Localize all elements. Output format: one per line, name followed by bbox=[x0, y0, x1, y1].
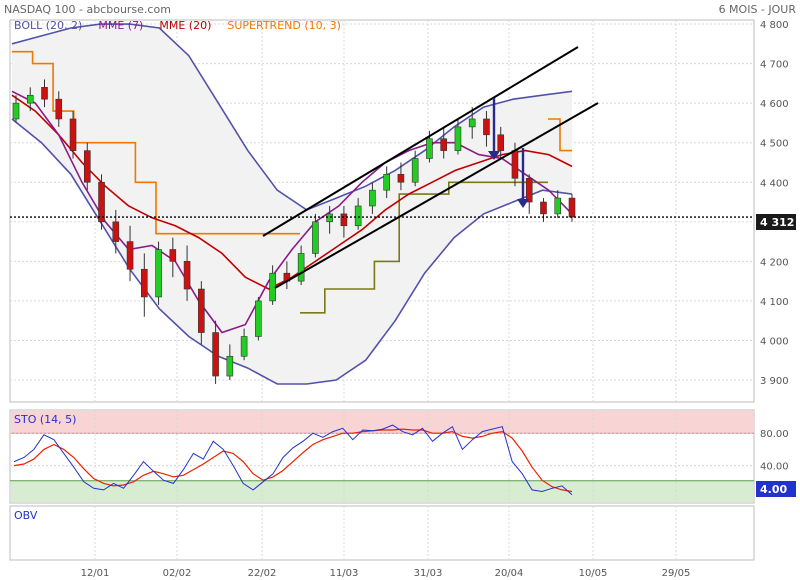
sto-label: STO (14, 5) bbox=[14, 413, 76, 426]
candle-body bbox=[340, 213, 348, 227]
stochastic-panel bbox=[13, 424, 573, 496]
candle-body bbox=[440, 138, 447, 151]
arrow-down-2-head bbox=[517, 199, 529, 208]
candle-body bbox=[83, 150, 91, 183]
candle-body bbox=[326, 213, 333, 223]
y-tick-label: 4 000 bbox=[760, 336, 789, 347]
channel-upper bbox=[262, 46, 579, 237]
candle-body bbox=[525, 177, 533, 203]
x-tick-label: 31/03 bbox=[414, 568, 443, 579]
sto-tick-label: 80.00 bbox=[760, 429, 789, 440]
candlesticks bbox=[12, 79, 576, 384]
channel-annotations bbox=[10, 46, 754, 289]
candle-body bbox=[41, 87, 48, 100]
candle-body bbox=[212, 332, 219, 377]
supertrend bbox=[12, 50, 572, 314]
candle-body bbox=[126, 241, 134, 270]
y-tick-label: 4 500 bbox=[760, 139, 789, 150]
y-tick-label: 3 900 bbox=[760, 376, 789, 387]
x-tick-label: 10/05 bbox=[579, 568, 608, 579]
candle-body bbox=[426, 138, 433, 159]
candle-body bbox=[454, 126, 462, 151]
y-tick-label: 4 700 bbox=[760, 60, 789, 71]
y-tick-label: 4 400 bbox=[760, 178, 789, 189]
chart-title: NASDAQ 100 - abcbourse.com bbox=[4, 3, 171, 16]
candle-body bbox=[169, 249, 177, 262]
candle-body bbox=[511, 150, 519, 179]
overbought-zone bbox=[11, 411, 753, 434]
legend-item-3: SUPERTREND (10, 3) bbox=[227, 19, 341, 32]
x-tick-label: 20/04 bbox=[495, 568, 524, 579]
y-tick-label: 4 600 bbox=[760, 99, 789, 110]
bollinger-band bbox=[11, 23, 573, 385]
sto-last-marker bbox=[756, 481, 796, 497]
obv-label: OBV bbox=[14, 509, 38, 522]
candle-body bbox=[497, 134, 505, 151]
candle-body bbox=[354, 205, 362, 227]
mme7-line bbox=[11, 90, 573, 334]
y-tick-label: 4 800 bbox=[760, 20, 789, 31]
candle-body bbox=[554, 197, 562, 215]
supertrend-up-end bbox=[548, 118, 572, 152]
x-tick-label: 02/02 bbox=[163, 568, 192, 579]
x-tick-label: 11/03 bbox=[330, 568, 359, 579]
period-label: 6 MOIS - JOUR bbox=[719, 3, 797, 16]
candle-body bbox=[12, 102, 20, 120]
candle-body bbox=[468, 118, 476, 128]
y-tick-label: 4 200 bbox=[760, 257, 789, 268]
candle-body bbox=[141, 268, 148, 298]
candle-body bbox=[198, 288, 205, 333]
candle-body bbox=[55, 98, 63, 120]
arrow-down-1-head bbox=[488, 151, 500, 160]
supertrend-down bbox=[300, 181, 548, 314]
panel-frames bbox=[9, 19, 755, 561]
supertrend-up bbox=[12, 50, 300, 235]
sto-d-line bbox=[13, 428, 573, 493]
candle-body bbox=[411, 158, 419, 183]
sto-last-label: 4.00 bbox=[760, 483, 787, 496]
legend-item-1: MME (7) bbox=[98, 19, 143, 32]
candle-body bbox=[112, 221, 120, 242]
last-price-marker bbox=[756, 214, 796, 230]
candle-body bbox=[226, 355, 234, 377]
candle-body bbox=[483, 118, 490, 136]
candle-body bbox=[183, 261, 191, 290]
oversold-zone bbox=[11, 480, 753, 502]
x-tick-label: 12/01 bbox=[81, 568, 110, 579]
candle-body bbox=[255, 300, 262, 337]
candle-body bbox=[383, 174, 390, 191]
candle-body bbox=[26, 94, 34, 104]
candle-body bbox=[568, 197, 576, 218]
candle-body bbox=[98, 181, 105, 223]
candle-body bbox=[312, 221, 319, 254]
candle-body bbox=[155, 249, 162, 298]
bollinger-fill bbox=[12, 24, 572, 384]
sto-tick-label: 40.00 bbox=[760, 462, 789, 473]
last-price-label: 4 312 bbox=[760, 216, 794, 229]
y-tick-label: 4 100 bbox=[760, 297, 789, 308]
channel-lower bbox=[274, 102, 599, 289]
candle-body bbox=[369, 189, 376, 207]
axes: 12/01 02/02 22/02 11/03 31/03 20/04 10/05 29/05… bbox=[81, 20, 789, 579]
candle-body bbox=[240, 336, 248, 357]
legend-item-0: BOLL (20, 2) bbox=[14, 19, 82, 32]
candle-body bbox=[297, 253, 305, 282]
candle-body bbox=[397, 174, 405, 183]
candle-body bbox=[540, 201, 547, 215]
x-tick-label: 29/05 bbox=[662, 568, 691, 579]
x-tick-label: 22/02 bbox=[248, 568, 277, 579]
bollinger-lower bbox=[11, 118, 573, 385]
legend-item-2: MME (20) bbox=[159, 19, 211, 32]
candle-body bbox=[69, 118, 77, 151]
legend: BOLL (20, 2) MME (7) MME (20) SUPERTREND (1… bbox=[14, 19, 341, 32]
bollinger-upper bbox=[11, 23, 573, 211]
panel-frame-3 bbox=[9, 505, 755, 561]
sto-k-line bbox=[13, 424, 573, 496]
